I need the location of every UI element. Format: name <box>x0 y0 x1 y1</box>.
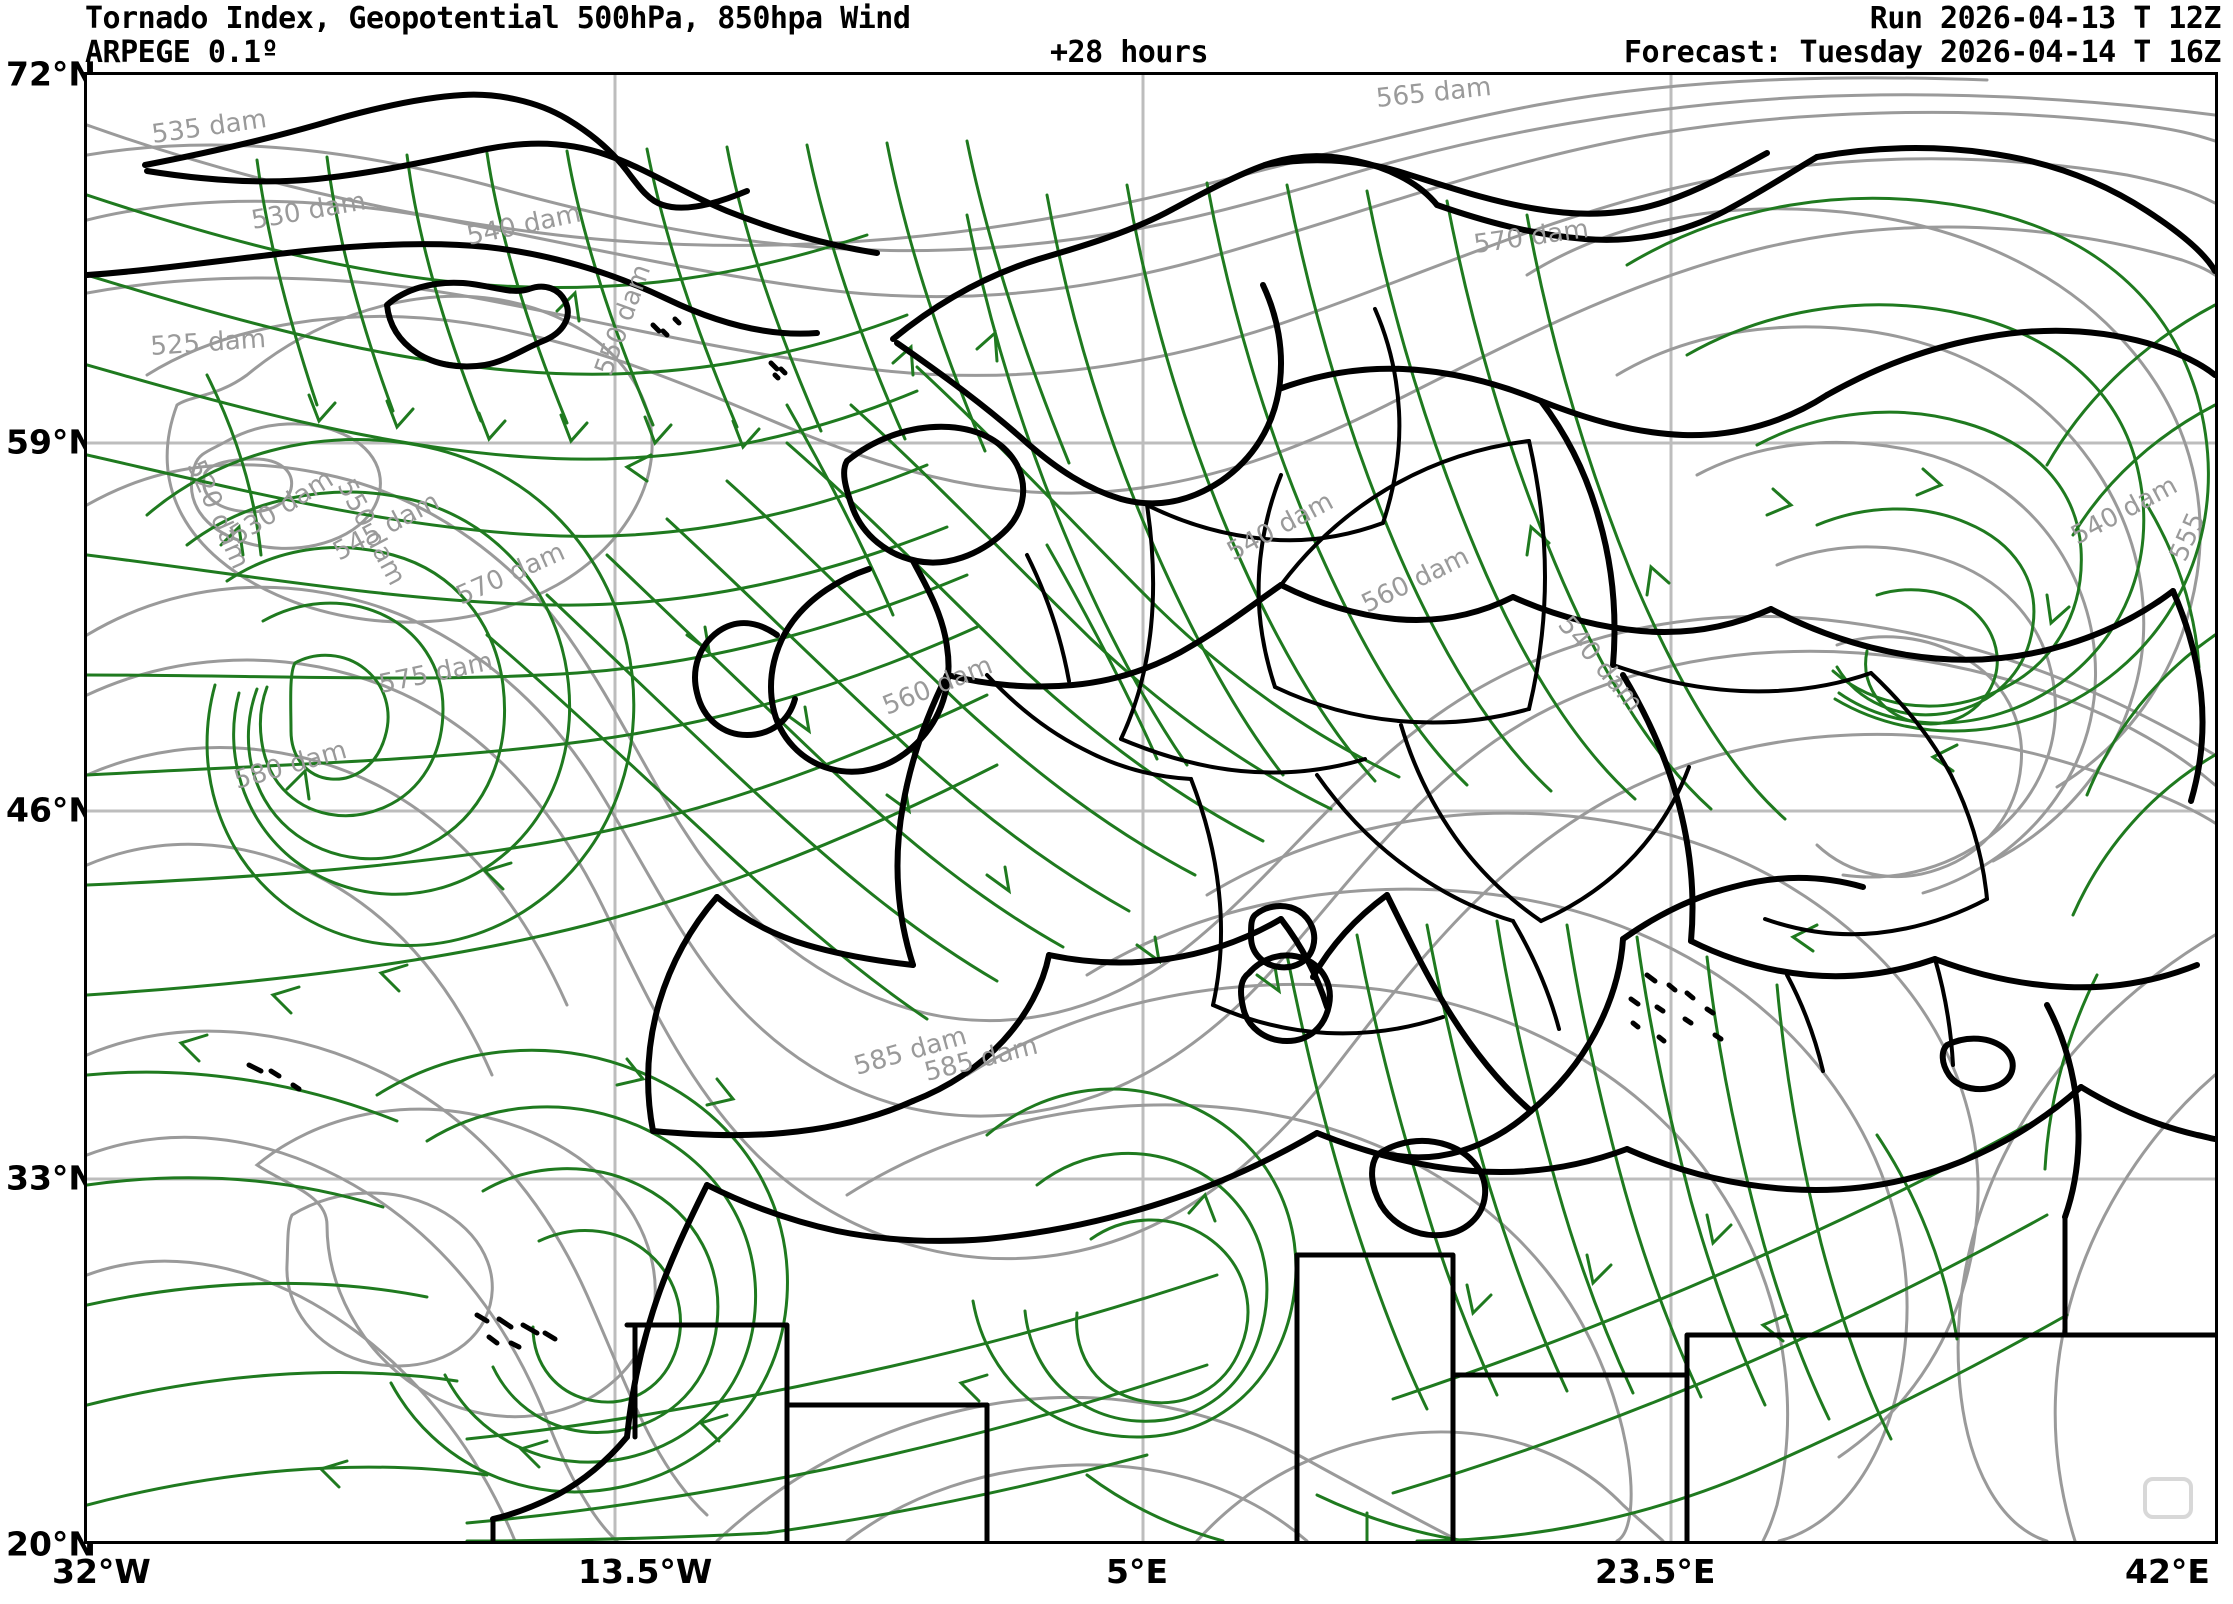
page-title: Tornado Index, Geopotential 500hPa, 850h… <box>85 1 911 36</box>
x-tick-label-3: 23.5°E <box>1595 1552 1716 1591</box>
header-row-bottom: ARPEGE 0.1º +28 hours Forecast: Tuesday … <box>0 36 2233 70</box>
geopotential-contours <box>87 76 2215 1541</box>
forecast-validity: Forecast: Tuesday 2026-04-14 T 16Z <box>1623 35 2222 70</box>
header-row-top: Tornado Index, Geopotential 500hPa, 850h… <box>0 2 2233 36</box>
svg-text:525 dam: 525 dam <box>149 324 266 362</box>
svg-text:565 dam: 565 dam <box>1375 75 1493 114</box>
y-tick-label-0: 72°N <box>6 54 97 94</box>
y-tick-label-1: 59°N <box>6 422 97 462</box>
x-tick-label-0: 32°W <box>52 1552 151 1591</box>
wind-streamlines <box>87 139 2215 1541</box>
x-tick-label-4: 42°E <box>2125 1552 2210 1591</box>
model-name: ARPEGE 0.1º <box>85 35 279 70</box>
x-tick-label-1: 13.5°W <box>578 1552 713 1591</box>
legend-placeholder-box <box>2143 1477 2193 1519</box>
coastlines-and-borders <box>87 91 2215 1541</box>
svg-text:575 dam: 575 dam <box>376 646 495 699</box>
svg-text:530 dam: 530 dam <box>249 186 368 236</box>
streamline-arrowheads <box>178 289 2071 1541</box>
x-tick-label-2: 5°E <box>1106 1552 1169 1591</box>
y-tick-label-3: 33°N <box>6 1158 97 1198</box>
y-tick-label-4: 20°N <box>6 1524 97 1564</box>
chart-header: Tornado Index, Geopotential 500hPa, 850h… <box>0 0 2233 70</box>
map-plot-area[interactable]: 535 dam 530 dam 540 dam 565 dam 570 dam … <box>84 72 2218 1544</box>
lead-time: +28 hours <box>1050 35 1209 70</box>
run-timestamp: Run 2026-04-13 T 12Z <box>1869 1 2222 36</box>
map-canvas: 535 dam 530 dam 540 dam 565 dam 570 dam … <box>87 75 2215 1541</box>
svg-text:560 dam: 560 dam <box>1357 542 1474 620</box>
y-tick-label-2: 46°N <box>6 790 97 830</box>
